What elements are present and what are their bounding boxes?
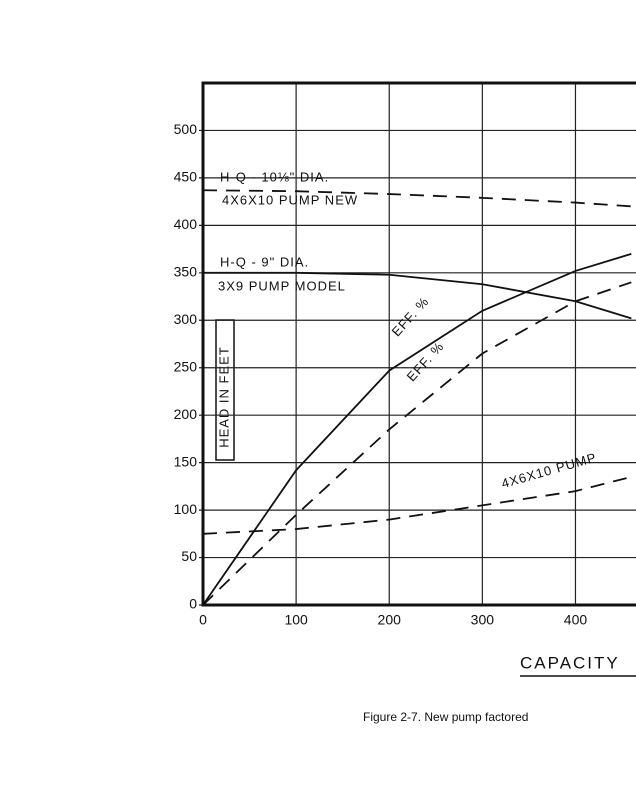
series-line (202, 189, 632, 208)
annotation: 3X9 PUMP MODEL (218, 278, 346, 293)
y-tick-label: 0 (189, 596, 197, 612)
caption: Figure 2-7. New pump factored (363, 710, 528, 724)
axis-frame (201, 81, 636, 607)
y-tick-label: 200 (174, 406, 198, 422)
y-tick-label: 100 (174, 501, 198, 517)
annotation: EFF. % (389, 294, 432, 340)
x-tick-label: 200 (378, 612, 402, 628)
x-tick-label: 0 (199, 612, 207, 628)
y-tick-label: 250 (174, 358, 198, 374)
y-axis-label: HEAD IN FEET (216, 346, 231, 448)
series-line (202, 476, 632, 535)
annotation: 4X6X10 PUMP NEW (222, 192, 358, 207)
y-tick-label: 400 (174, 216, 198, 232)
y-tick-label: 150 (174, 453, 198, 469)
series-line (202, 252, 632, 606)
y-tick-label: 450 (174, 169, 198, 185)
annotation: EFF. % (404, 339, 447, 385)
y-tick-label: 350 (174, 264, 198, 280)
series-line (202, 281, 632, 606)
x-tick-label: 100 (284, 612, 308, 628)
annotation: H-Q - 9" DIA. (220, 254, 309, 269)
x-tick-label: 400 (564, 612, 588, 628)
y-tick-label: 500 (174, 121, 198, 137)
x-axis-label: CAPACITY (520, 653, 620, 672)
annotation: H-Q - 10⅛" DIA. (220, 169, 329, 184)
y-tick-label: 50 (181, 548, 197, 564)
x-tick-label: 300 (471, 612, 495, 628)
annotation: 4X6X10 PUMP (500, 450, 599, 492)
series-line (203, 271, 632, 320)
y-tick-label: 300 (174, 311, 198, 327)
